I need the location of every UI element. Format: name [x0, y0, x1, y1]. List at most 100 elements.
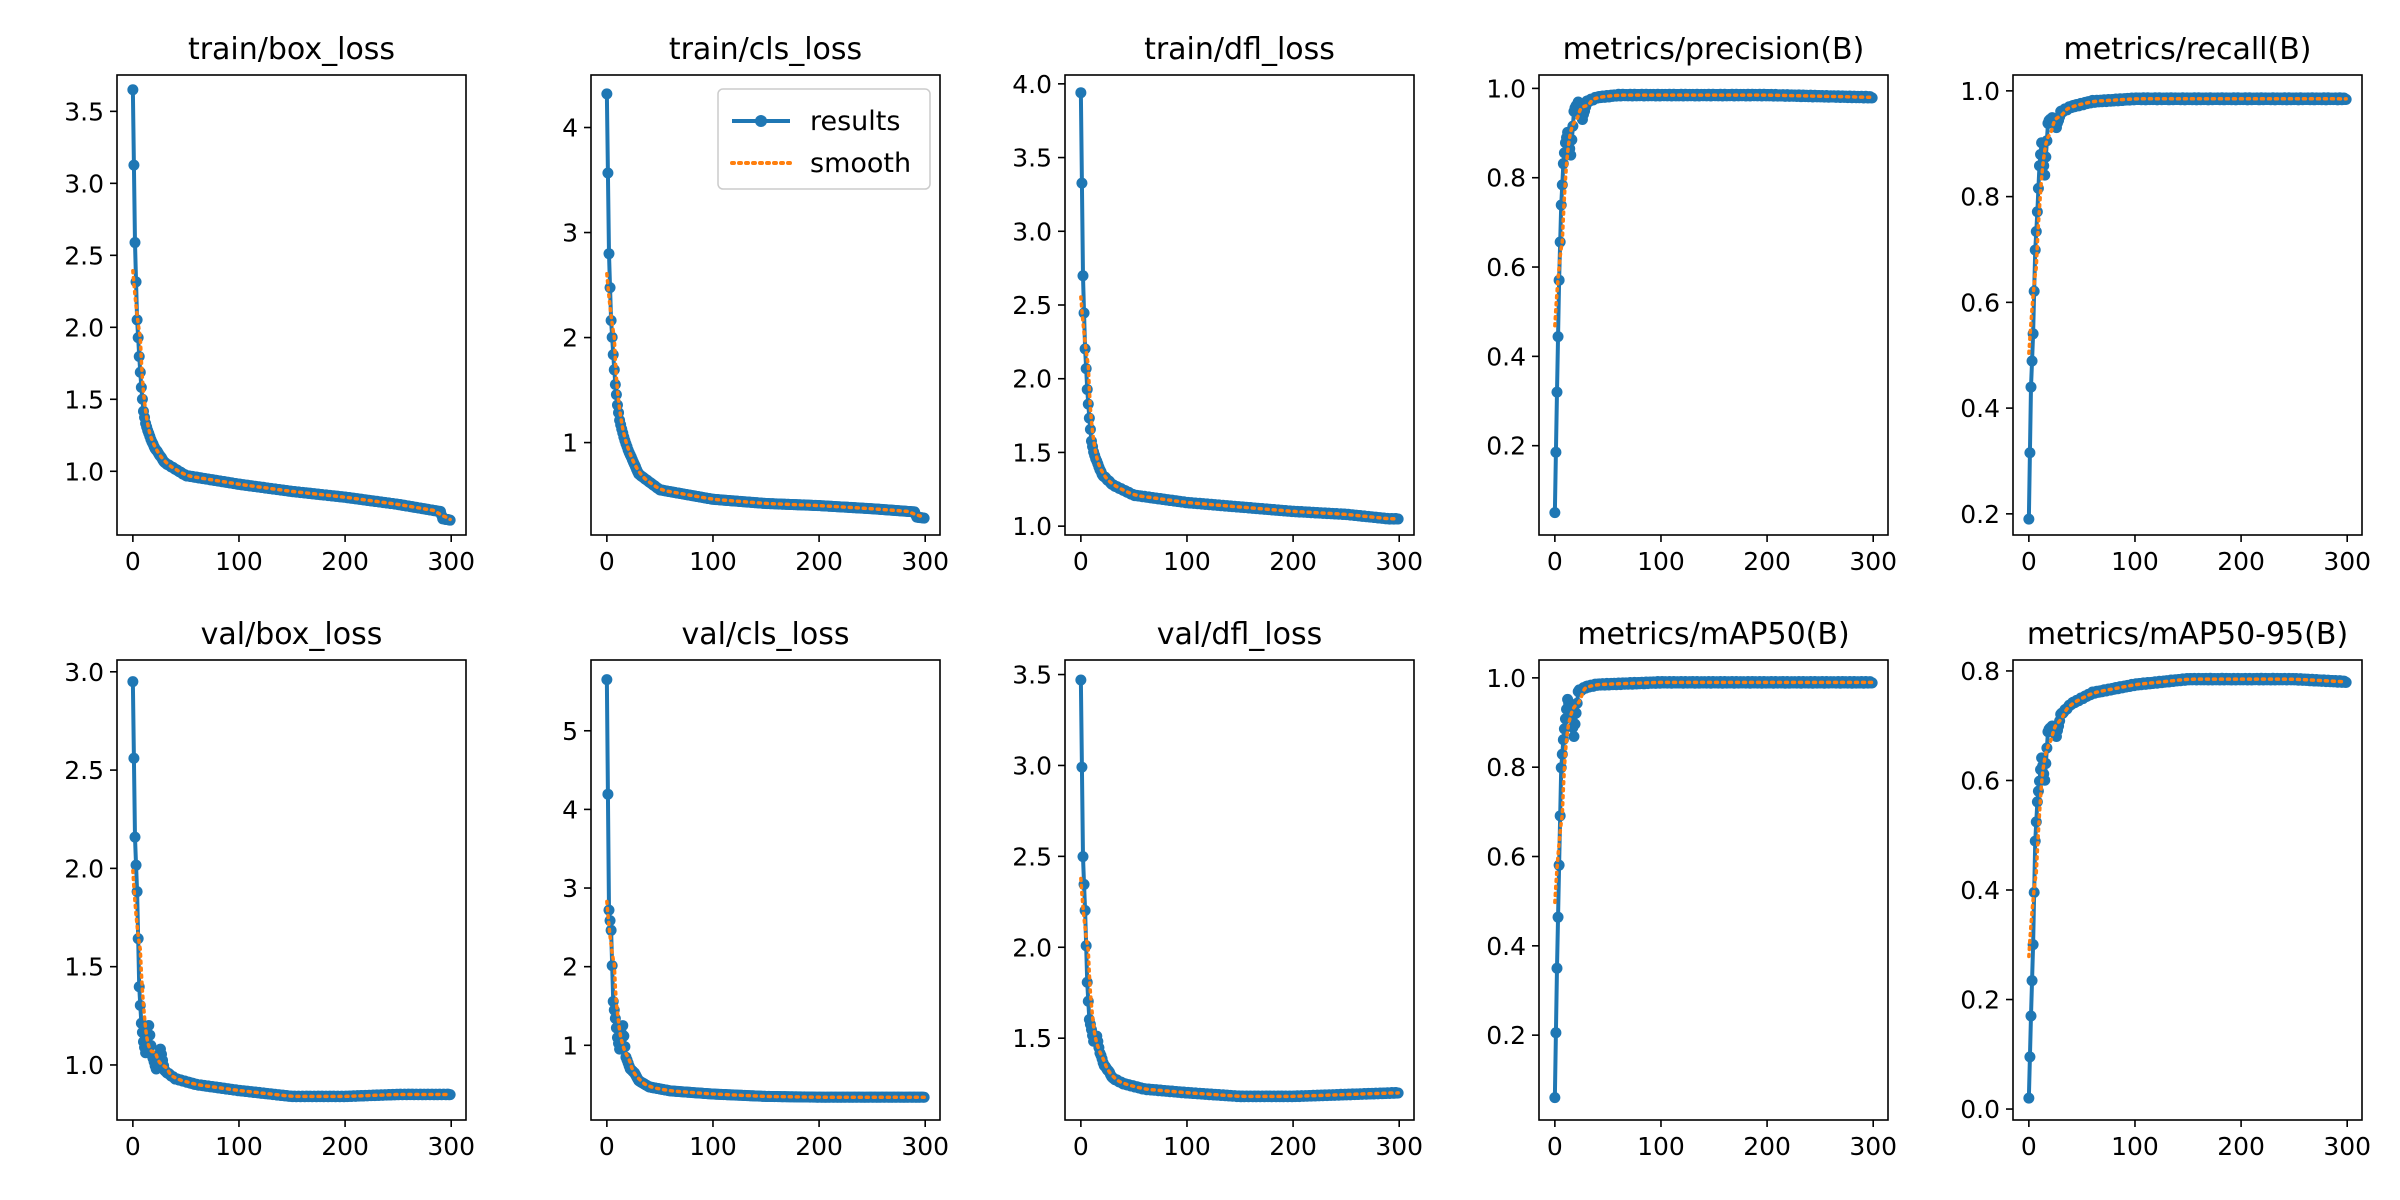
results-point — [1550, 1027, 1562, 1039]
legend-results-marker — [755, 115, 767, 127]
results-point — [2040, 151, 2052, 163]
y-tick-label: 4 — [562, 114, 578, 143]
x-tick-label: 0 — [125, 547, 141, 576]
results-point — [1392, 513, 1404, 525]
y-tick-label: 2 — [562, 953, 578, 982]
results-point — [1084, 423, 1096, 435]
results-line — [2026, 95, 2348, 520]
x-tick-label: 100 — [215, 547, 263, 576]
y-tick-label: 2.5 — [64, 241, 104, 270]
x-tick-label: 100 — [2111, 1132, 2159, 1161]
plot-area — [127, 84, 456, 526]
subplot-title: metrics/mAP50(B) — [1577, 617, 1849, 652]
y-tick-label: 0.2 — [1960, 500, 2000, 529]
results-point — [1077, 851, 1089, 863]
results-line — [1552, 679, 1874, 1098]
subplot-title: train/cls_loss — [669, 32, 862, 67]
x-tick-label: 200 — [2217, 1132, 2265, 1161]
results-point — [2026, 975, 2038, 987]
smooth-line — [1553, 680, 1874, 905]
results-point — [603, 248, 615, 260]
y-tick-label: 0.4 — [1486, 342, 1526, 371]
x-tick-label: 200 — [321, 547, 369, 576]
results-point — [1075, 674, 1087, 686]
y-tick-label: 2.5 — [64, 756, 104, 785]
y-tick-label: 1.0 — [64, 457, 104, 486]
y-tick-label: 0.2 — [1486, 1021, 1526, 1050]
plot-area — [601, 674, 930, 1103]
subplot-val-cls-loss: val/cls_loss 0 100 200 300 1 2 3 4 5 — [562, 617, 949, 1161]
axes-frame — [116, 659, 467, 1121]
smooth-line — [1553, 93, 1874, 328]
results-point — [1076, 761, 1088, 773]
x-tick-label: 100 — [2111, 547, 2159, 576]
results-point — [2025, 1010, 2037, 1022]
results-point — [2031, 206, 2043, 218]
y-tick-label: 1 — [562, 1031, 578, 1060]
subplot-val-box-loss: val/box_loss 0 100 200 300 1.0 1.5 2.0 2.5 3.0 — [64, 617, 475, 1161]
smooth-line — [2027, 677, 2348, 959]
results-line — [2026, 676, 2348, 1099]
y-tick-label: 0.6 — [1486, 253, 1526, 282]
results-markers — [2023, 92, 2352, 525]
legend-box — [717, 88, 931, 190]
smooth-line — [131, 868, 452, 1099]
x-tick-label: 200 — [321, 1132, 369, 1161]
results-line — [1078, 92, 1400, 522]
smooth-line — [1079, 876, 1400, 1099]
results-point — [1568, 730, 1580, 742]
plot-area — [127, 676, 456, 1103]
x-tick-label: 200 — [2217, 547, 2265, 576]
results-point — [1078, 307, 1090, 319]
subplot-train-box-loss: train/box_loss 0 100 200 300 1.0 1.5 2.0 2.5 3.0 3… — [64, 32, 475, 576]
results-markers — [1075, 674, 1404, 1103]
y-tick-label: 1.5 — [64, 953, 104, 982]
results-point — [128, 159, 140, 171]
axes-frame — [1538, 659, 1889, 1121]
y-tick-label: 1.0 — [1486, 664, 1526, 693]
y-tick-label: 0.6 — [1960, 288, 2000, 317]
y-tick-label: 3 — [562, 219, 578, 248]
subplot-metrics-precision-b-: metrics/precision(B) 0 100 200 300 0.2 0.4 0.6 0… — [1486, 32, 1897, 576]
results-point — [1551, 962, 1563, 974]
y-tick-label: 2.0 — [1012, 933, 1052, 962]
y-tick-label: 0.4 — [1486, 932, 1526, 961]
results-point — [129, 831, 141, 843]
smooth-line — [605, 899, 926, 1099]
x-tick-label: 100 — [689, 1132, 737, 1161]
subplot-train-cls-loss: train/cls_loss 0 100 200 300 1 2 3 4 results smoot… — [562, 32, 949, 576]
y-tick-label: 0.2 — [1960, 986, 2000, 1015]
y-tick-label: 2.0 — [64, 313, 104, 342]
smooth-line — [1079, 295, 1400, 521]
axes-frame — [116, 74, 467, 536]
results-markers — [127, 676, 456, 1103]
results-point — [444, 1089, 456, 1101]
results-point — [604, 282, 616, 294]
axes-frame — [1538, 74, 1889, 536]
subplot-train-dfl-loss: train/dfl_loss 0 100 200 300 1.0 1.5 2.0 2.5 3.0 3… — [1012, 32, 1423, 576]
x-tick-label: 0 — [1547, 1132, 1563, 1161]
results-point — [130, 859, 142, 871]
x-tick-label: 200 — [795, 547, 843, 576]
x-tick-label: 0 — [1547, 547, 1563, 576]
x-tick-label: 300 — [1849, 1132, 1897, 1161]
y-tick-label: 0.8 — [1960, 183, 2000, 212]
results-point — [602, 788, 614, 800]
plot-area — [1075, 87, 1404, 525]
plot-area — [601, 88, 930, 524]
results-point — [2026, 355, 2038, 367]
axes-frame — [2012, 659, 2363, 1121]
y-tick-label: 0.0 — [1960, 1095, 2000, 1124]
results-markers — [1549, 675, 1878, 1104]
plot-area — [1549, 88, 1878, 519]
results-point — [127, 676, 139, 688]
y-tick-label: 3.5 — [1012, 144, 1052, 173]
y-tick-label: 0.6 — [1960, 766, 2000, 795]
smooth-line — [605, 272, 926, 520]
x-tick-label: 300 — [427, 1132, 475, 1161]
results-markers — [1075, 87, 1404, 525]
results-point — [1570, 707, 1582, 719]
subplot-metrics-recall-b-: metrics/recall(B) 0 100 200 300 0.2 0.4 0.6 0.8 1… — [1960, 32, 2371, 576]
subplot-metrics-map50-95-b-: metrics/mAP50-95(B) 0 100 200 300 0.0 0.2 0.4 0.… — [1960, 617, 2371, 1161]
